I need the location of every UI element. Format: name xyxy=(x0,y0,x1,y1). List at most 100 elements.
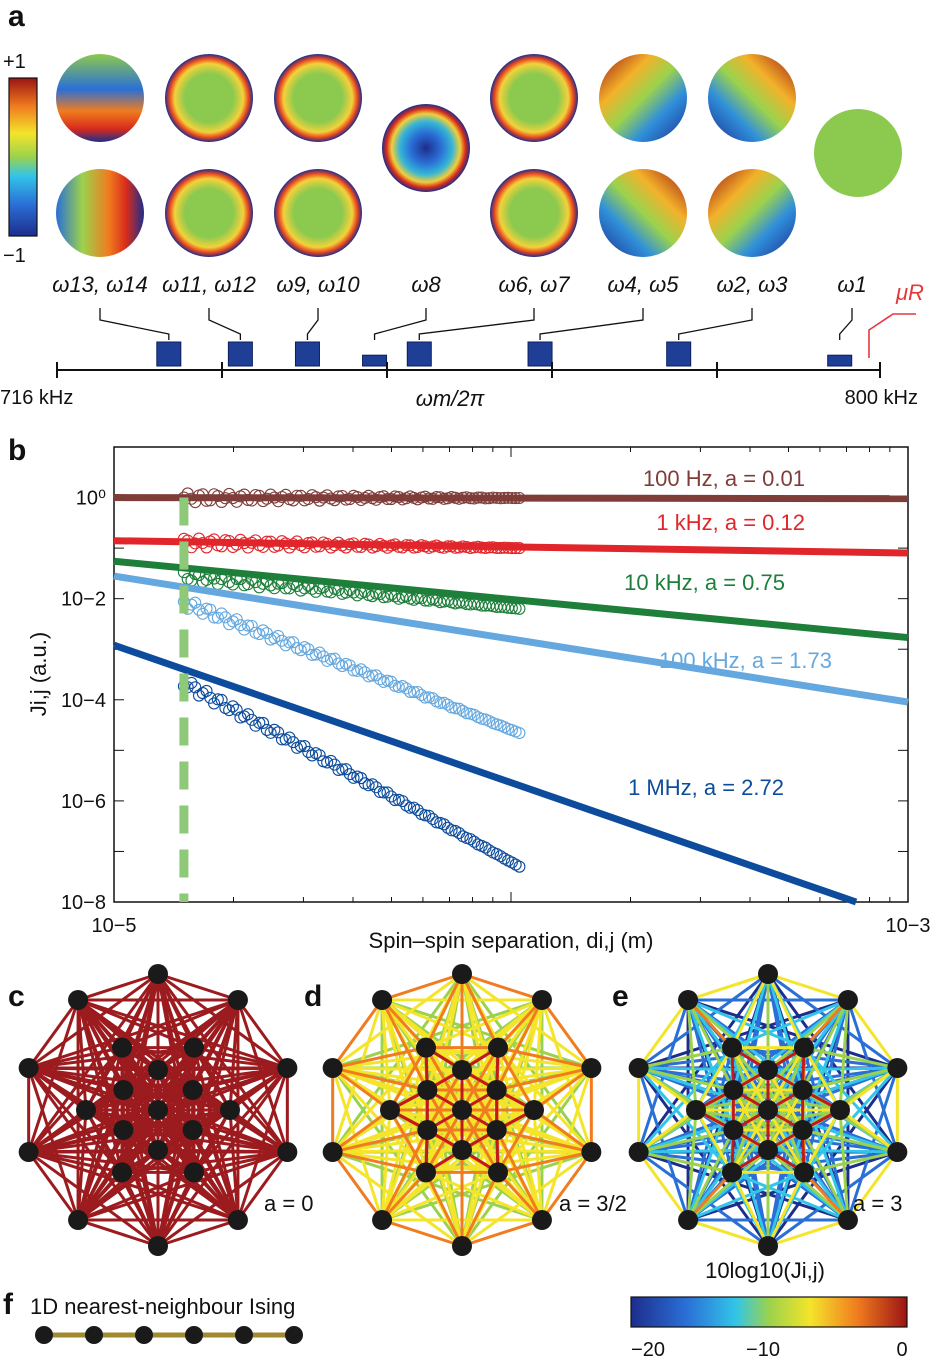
data-point xyxy=(302,745,315,759)
ion-node xyxy=(277,1142,298,1163)
coupling-edge xyxy=(496,1046,536,1111)
y-tick-label: 10⁰ xyxy=(76,488,106,510)
fit-line xyxy=(113,494,909,503)
coupling-chart: 10−5 10−3 10⁰ 10−2 10−4 10−6 10−8 100 Hz, a =… xyxy=(26,446,931,953)
panel-label-d: d xyxy=(304,980,322,1013)
coupling-edge xyxy=(157,1218,239,1248)
ion-node xyxy=(678,1210,699,1231)
data-point xyxy=(294,644,307,657)
coupling-edge xyxy=(28,1150,123,1174)
mode-connector xyxy=(373,308,427,340)
ion-node xyxy=(184,1037,204,1058)
coupling-edge xyxy=(332,1066,428,1092)
coupling-edge xyxy=(192,1109,232,1174)
coupling-edge xyxy=(425,1089,464,1247)
data-point xyxy=(347,664,360,677)
coupling-edge xyxy=(802,1066,898,1092)
coupling-edge xyxy=(496,1109,536,1174)
coupling-edge xyxy=(380,1089,429,1221)
graph-d-label: a = 3/2 xyxy=(559,1191,627,1216)
coupling-edge xyxy=(540,999,593,1069)
data-point xyxy=(260,723,273,736)
coupling-edge xyxy=(495,1129,544,1221)
coupling-edge xyxy=(28,1128,124,1154)
coupling-edge xyxy=(156,973,196,1049)
coupling-edge xyxy=(28,998,239,1070)
ion-node xyxy=(68,989,89,1010)
data-point xyxy=(189,681,202,694)
data-point xyxy=(400,682,413,695)
coupling-edge xyxy=(27,999,80,1069)
coupling-edge xyxy=(191,1089,240,1221)
coupling-edge xyxy=(193,1150,288,1174)
coupling-edge xyxy=(380,1129,429,1221)
coupling-edge xyxy=(27,1151,80,1221)
data-point xyxy=(388,590,402,603)
coupling-edge xyxy=(381,972,463,1002)
coupling-edge xyxy=(120,1171,160,1247)
ion-node xyxy=(452,1100,472,1120)
ion-node xyxy=(416,1037,436,1058)
data-point xyxy=(366,778,379,791)
ising-label: 1D nearest-neighbour Ising xyxy=(30,1294,295,1319)
mode-label: ω9, ω10 xyxy=(276,272,360,297)
coupling-edge xyxy=(424,1171,464,1247)
coupling-edge xyxy=(686,999,735,1091)
ion-node xyxy=(887,1057,908,1078)
ion-node xyxy=(227,1210,248,1231)
data-point xyxy=(260,627,273,640)
ion-node xyxy=(372,1210,393,1231)
data-point xyxy=(426,812,439,826)
ion-node xyxy=(531,1210,552,1231)
mode-bar xyxy=(527,341,553,367)
ion-node xyxy=(794,1162,814,1183)
data-point xyxy=(249,719,262,732)
coupling-edge xyxy=(331,1151,384,1221)
mode-bar xyxy=(666,341,692,367)
series-label: 100 kHz, a = 1.73 xyxy=(659,648,832,673)
coupling-edge xyxy=(803,1150,898,1174)
coupling-edge xyxy=(84,1109,124,1174)
coupling-edge xyxy=(156,1171,196,1247)
data-point xyxy=(396,680,409,693)
data-point xyxy=(404,685,417,698)
data-point xyxy=(294,740,307,753)
coupling-graph-a0 xyxy=(18,964,298,1256)
panel-label-a: a xyxy=(8,0,25,33)
coupling-edge xyxy=(495,1089,544,1221)
coupling-edge xyxy=(638,1046,733,1070)
data-point xyxy=(422,809,435,822)
ion-node xyxy=(18,1142,39,1163)
coupling-edge xyxy=(460,973,500,1049)
data-point xyxy=(419,691,432,704)
coupling-edge xyxy=(694,1109,734,1174)
ising-spin xyxy=(35,1326,53,1344)
coupling-edge xyxy=(637,1066,697,1112)
coupling-edge xyxy=(540,1151,593,1221)
coupling-edge xyxy=(846,1151,899,1221)
ion-node xyxy=(112,1162,132,1183)
coupling-edge xyxy=(802,998,850,1049)
coupling-colorbar-tick: −10 xyxy=(746,1339,780,1361)
coupling-edge xyxy=(388,1109,428,1174)
data-point xyxy=(257,624,270,637)
mode-colorbar-gradient xyxy=(8,77,38,237)
ion-node xyxy=(112,1037,132,1058)
data-point xyxy=(189,596,202,609)
coupling-edge xyxy=(497,1046,592,1070)
coupling-edge xyxy=(77,998,195,1050)
coupling-edge xyxy=(192,1128,288,1154)
data-point xyxy=(407,801,420,814)
ion-node xyxy=(887,1142,908,1163)
coupling-graph-a3 xyxy=(628,964,908,1256)
frequency-axis-left-label: 716 kHz xyxy=(0,387,73,409)
series-layer xyxy=(112,487,909,906)
coupling-edge xyxy=(638,998,849,1070)
data-point xyxy=(313,646,326,659)
ion-node xyxy=(531,989,552,1010)
coupling-edge xyxy=(533,1108,593,1154)
coupling-edge xyxy=(121,1170,239,1222)
ion-node xyxy=(76,1100,96,1120)
mode-shape-omega1 xyxy=(814,109,902,197)
data-point xyxy=(456,704,469,718)
